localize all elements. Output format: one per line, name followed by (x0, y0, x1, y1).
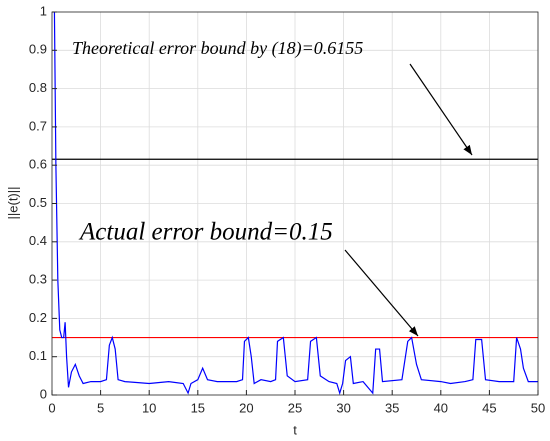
x-tick-label: 35 (385, 400, 399, 415)
x-tick-label: 0 (48, 400, 55, 415)
y-tick-label: 0.5 (29, 195, 47, 210)
x-tick-label: 15 (191, 400, 205, 415)
x-tick-label: 50 (531, 400, 545, 415)
y-axis-label: ||e(t)|| (5, 186, 20, 219)
y-tick-label: 0.1 (29, 348, 47, 363)
y-tick-label: 0.7 (29, 118, 47, 133)
x-tick-label: 30 (336, 400, 350, 415)
y-tick-label: 0.4 (29, 233, 47, 248)
y-tick-label: 0.8 (29, 80, 47, 95)
annotation-arrow (409, 63, 473, 156)
y-tick-label: 0.3 (29, 272, 47, 287)
annotation: Actual error bound=0.15 (78, 219, 333, 246)
y-tick-label: 0.9 (29, 42, 47, 57)
x-tick-label: 45 (482, 400, 496, 415)
x-tick-label: 5 (97, 400, 104, 415)
y-tick-label: 0.2 (29, 310, 47, 325)
series-line (53, 12, 538, 395)
annotation-arrow (344, 249, 419, 337)
x-tick-label: 10 (142, 400, 156, 415)
x-axis-label: t (293, 422, 297, 437)
y-tick-label: 1 (40, 3, 47, 18)
y-tick-label: 0 (40, 386, 47, 401)
annotation: Theoretical error bound by (18)=0.6155 (72, 38, 363, 59)
x-tick-label: 25 (288, 400, 302, 415)
y-tick-label: 0.6 (29, 157, 47, 172)
x-tick-label: 20 (239, 400, 253, 415)
x-tick-label: 40 (434, 400, 448, 415)
